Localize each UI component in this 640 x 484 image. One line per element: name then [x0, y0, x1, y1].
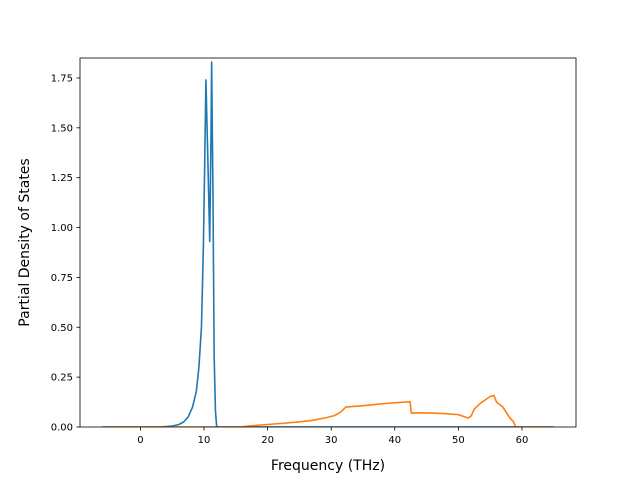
- y-axis-ticks: 0.00 0.25 0.50 0.75 1.00 1.25 1.50 1.75: [51, 73, 80, 434]
- y-tick-label: 1.00: [51, 223, 73, 234]
- y-tick-label: 1.75: [51, 73, 73, 84]
- x-axis-ticks: 0 10 20 30 40 50 60: [137, 427, 528, 446]
- x-tick-label: 30: [325, 435, 338, 446]
- series-layer: [102, 61, 554, 427]
- x-tick-label: 60: [516, 435, 529, 446]
- y-tick-label: 0.25: [51, 373, 73, 384]
- plot-frame: [79, 57, 577, 428]
- x-axis-label: Frequency (THz): [271, 458, 385, 474]
- y-axis-label: Partial Density of States: [17, 158, 33, 326]
- x-tick-label: 40: [388, 435, 401, 446]
- series-line-1: [102, 61, 554, 427]
- x-tick-label: 50: [452, 435, 465, 446]
- y-tick-label: 1.25: [51, 173, 73, 184]
- y-tick-label: 0.75: [51, 273, 73, 284]
- x-tick-label: 10: [198, 435, 211, 446]
- series-line-2: [102, 394, 554, 427]
- y-tick-label: 1.50: [51, 123, 73, 134]
- y-tick-label: 0.50: [51, 323, 73, 334]
- x-tick-label: 20: [261, 435, 274, 446]
- y-tick-label: 0.00: [51, 423, 73, 434]
- x-tick-label: 0: [137, 435, 143, 446]
